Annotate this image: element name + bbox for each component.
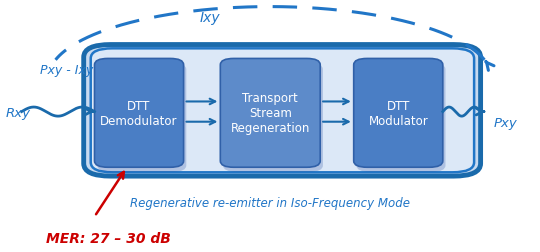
- Text: DTT
Demodulator: DTT Demodulator: [100, 100, 178, 127]
- Text: Transport
Stream
Regeneration: Transport Stream Regeneration: [231, 92, 310, 135]
- Text: Pxy - Ixy: Pxy - Ixy: [40, 64, 94, 77]
- FancyBboxPatch shape: [91, 49, 474, 173]
- Text: DTT
Modulator: DTT Modulator: [368, 100, 428, 127]
- FancyBboxPatch shape: [356, 64, 446, 172]
- FancyBboxPatch shape: [220, 59, 320, 168]
- FancyBboxPatch shape: [94, 59, 184, 168]
- Text: Regenerative re-emitter in Iso-Frequency Mode: Regenerative re-emitter in Iso-Frequency…: [130, 196, 410, 209]
- FancyBboxPatch shape: [97, 64, 186, 172]
- FancyBboxPatch shape: [84, 45, 481, 176]
- Text: MER: 27 – 30 dB: MER: 27 – 30 dB: [46, 231, 171, 245]
- FancyBboxPatch shape: [354, 59, 443, 168]
- FancyBboxPatch shape: [223, 64, 323, 172]
- Text: Pxy: Pxy: [494, 117, 518, 130]
- Text: Rxy: Rxy: [5, 107, 30, 120]
- Text: Ixy: Ixy: [200, 11, 220, 25]
